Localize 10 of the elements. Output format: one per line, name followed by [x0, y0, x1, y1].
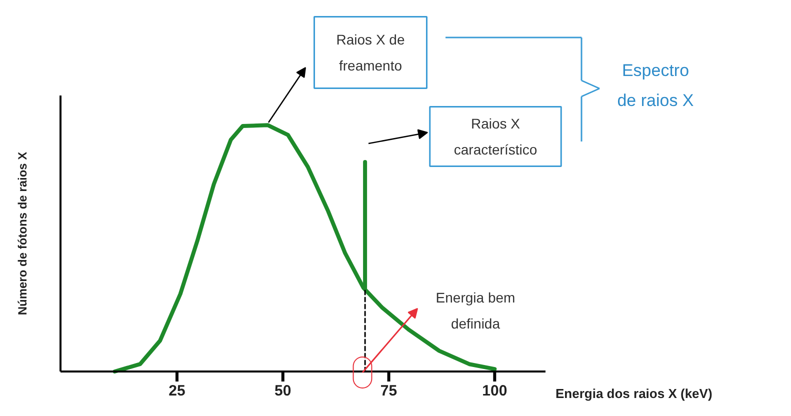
annotation: Energia bem definida	[436, 290, 516, 332]
x-tick-label: 100	[482, 382, 508, 400]
x-tick-label: 25	[168, 382, 186, 400]
x-tick-label: 75	[380, 382, 398, 400]
x-tick-label: 50	[274, 382, 292, 400]
x-axis-title: Energia dos raios X (keV)	[556, 386, 712, 401]
annotation: Raios X característico	[454, 116, 538, 158]
text: Espectro de raios X	[617, 60, 694, 110]
y-axis-title: Número de fótons de raios X	[16, 152, 30, 316]
text: Raios X de freamento	[336, 32, 405, 74]
